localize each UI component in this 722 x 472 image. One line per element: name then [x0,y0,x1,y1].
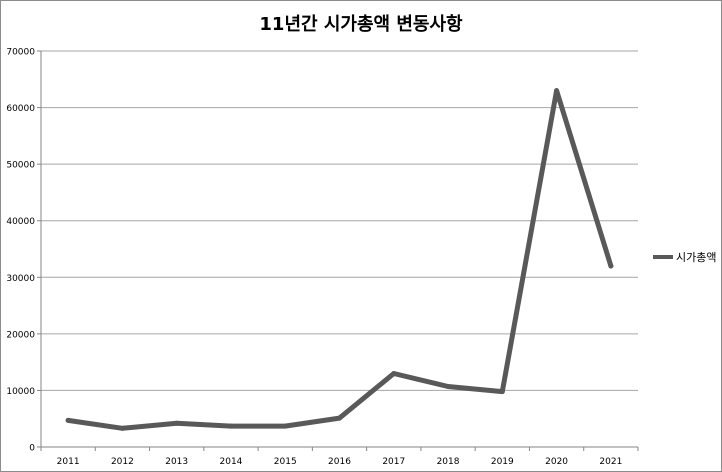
y-tick-label: 50000 [6,161,35,171]
y-tick-label: 10000 [6,387,35,397]
x-tick-label: 2016 [328,457,351,467]
data-point [119,425,125,431]
x-tick-label: 2021 [599,457,622,467]
data-point [608,263,614,269]
x-tick-label: 2015 [274,457,297,467]
data-point [499,389,505,395]
legend: 시가총액 [653,249,716,265]
data-point [391,370,397,376]
data-point [228,423,234,429]
data-point [337,415,342,421]
x-tick-label: 2020 [545,457,568,467]
x-tick-label: 2012 [111,457,134,467]
legend-line-swatch [653,255,673,259]
x-tick-label: 2011 [57,457,80,467]
x-tick-label: 2018 [437,457,460,467]
y-tick-label: 60000 [6,104,35,114]
y-tick-label: 30000 [6,274,35,284]
data-point [445,383,451,389]
y-tick-label: 20000 [6,330,35,340]
y-tick-label: 70000 [6,48,35,58]
data-point [282,423,288,429]
data-point [554,88,560,94]
y-tick-label: 0 [29,444,35,454]
chart-title: 11년간 시가총액 변동사항 [259,14,463,35]
x-tick-label: 2019 [491,457,514,467]
y-tick-label: 40000 [6,217,35,227]
x-tick-label: 2013 [165,457,188,467]
data-point [65,417,71,423]
legend-label: 시가총액 [676,251,717,264]
series-line [65,88,614,431]
x-tick-label: 2017 [382,457,405,467]
x-tick-label: 2014 [220,457,243,467]
data-point [174,420,180,426]
